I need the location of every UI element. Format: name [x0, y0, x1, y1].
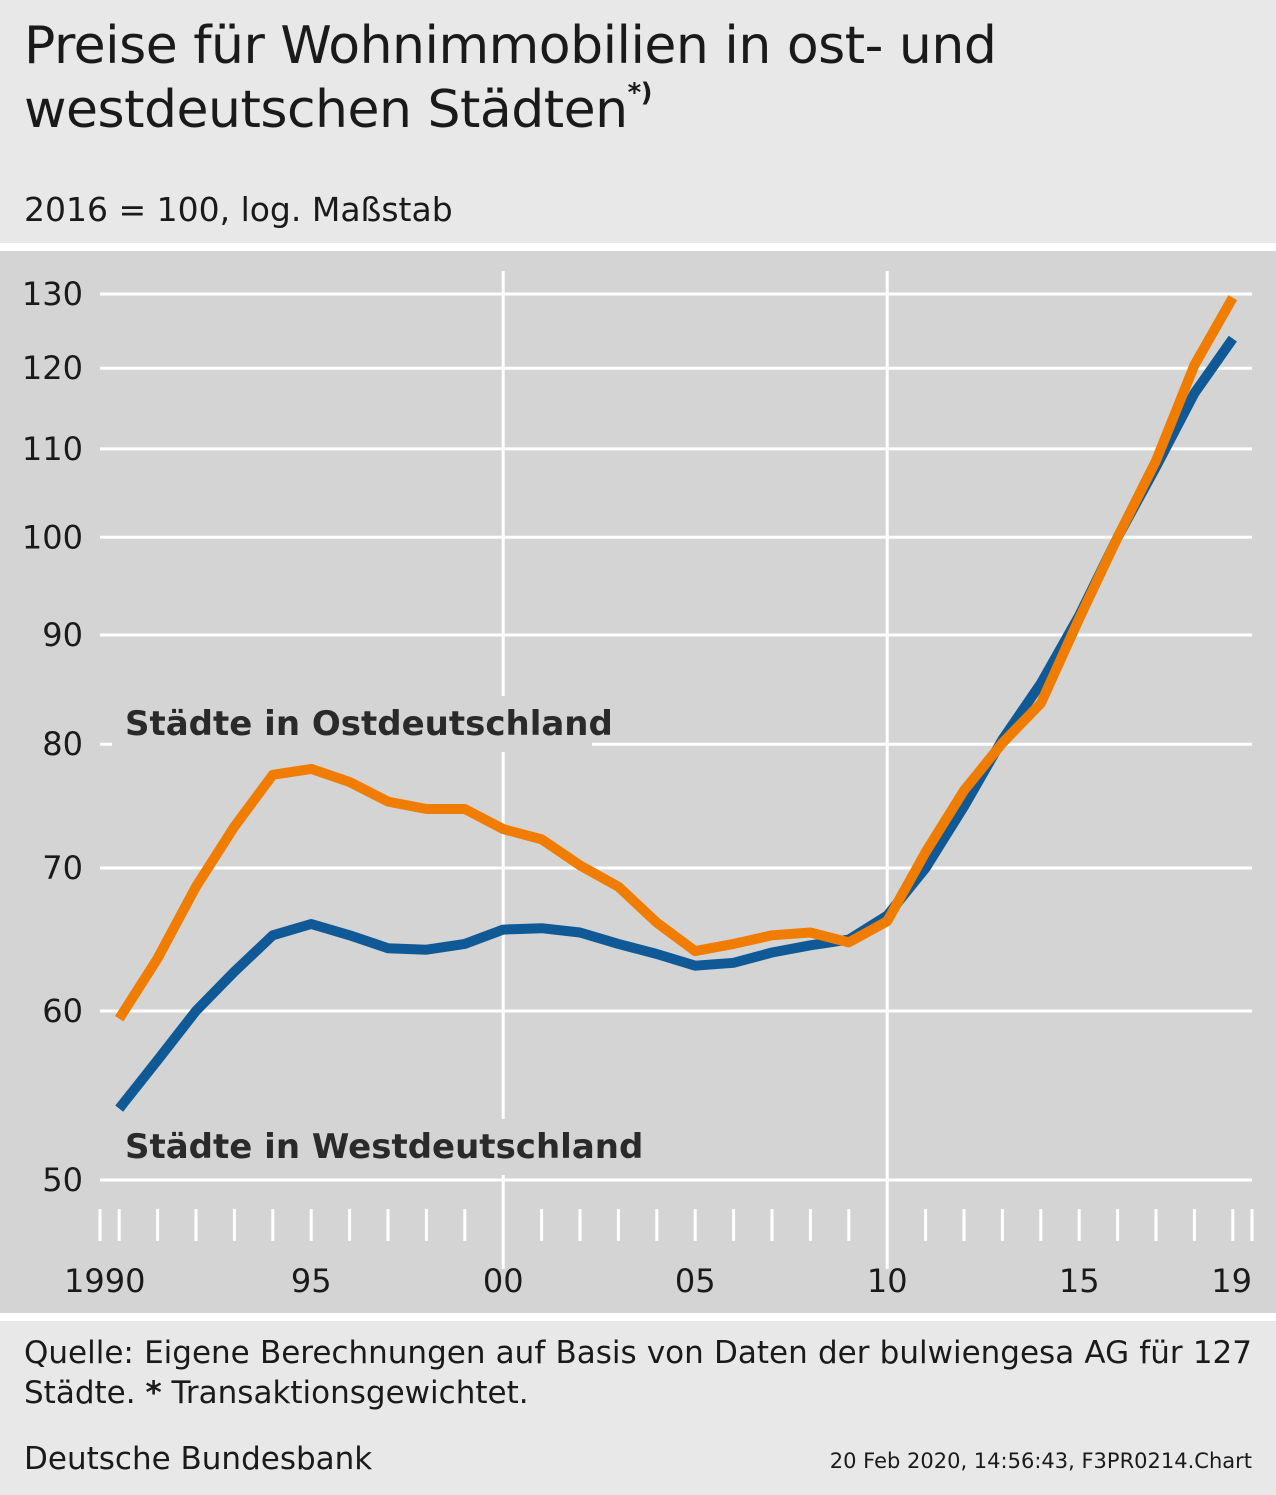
- timestamp: 20 Feb 2020, 14:56:43, F3PR0214.Chart: [829, 1449, 1252, 1473]
- chart-footer: Quelle: Eigene Berechnungen auf Basis vo…: [0, 1321, 1276, 1495]
- footer-divider: [0, 1313, 1276, 1321]
- title-footnote-mark: *): [627, 78, 653, 108]
- chart-header: Preise für Wohnimmobilien in ost- und we…: [0, 0, 1276, 243]
- y-tick-label-100: 100: [22, 518, 83, 556]
- label-knockouts: [112, 696, 622, 1175]
- line-chart: 50 60 70 80 90 100 110 120 130 1990 95 00 05 10 15 19 S…: [22, 271, 1254, 1300]
- series-label-west: Städte in Westdeutschland: [125, 1127, 643, 1167]
- x-tick-label-1990: 1990: [64, 1262, 145, 1300]
- axes: 50 60 70 80 90 100 110 120 130 1990 95 00 05 10 15 19: [22, 275, 1254, 1300]
- series-lines: [114, 295, 1238, 1112]
- header-divider: [0, 243, 1276, 251]
- label-knockout-west: [112, 1119, 622, 1175]
- x-tick-label-00: 00: [483, 1262, 524, 1300]
- x-tick-label-05: 05: [675, 1262, 716, 1300]
- series-labels: Städte in Ostdeutschland Städte in Westde…: [125, 704, 643, 1167]
- source-note: Quelle: Eigene Berechnungen auf Basis vo…: [24, 1333, 1252, 1413]
- y-tick-label-80: 80: [42, 725, 83, 763]
- y-tick-label-60: 60: [42, 992, 83, 1030]
- footnote-mark: *: [145, 1375, 162, 1411]
- y-tick-label-50: 50: [42, 1161, 83, 1199]
- label-knockout-ost: [112, 696, 592, 752]
- y-tick-label-130: 130: [22, 275, 83, 313]
- footnote-text: Transaktionsgewichtet.: [171, 1375, 529, 1411]
- x-tick-label-95: 95: [291, 1262, 332, 1300]
- x-tick-label-15: 15: [1059, 1262, 1100, 1300]
- chart-subtitle: 2016 = 100, log. Maßstab: [24, 190, 453, 229]
- series-line-west: [115, 335, 1237, 1112]
- chart-title: Preise für Wohnimmobilien in ost- und we…: [24, 14, 1254, 142]
- series-line-ost: [114, 295, 1238, 1022]
- series-label-ost: Städte in Ostdeutschland: [125, 704, 613, 744]
- publisher: Deutsche Bundesbank: [24, 1441, 373, 1477]
- y-tick-label-70: 70: [42, 849, 83, 887]
- y-tick-label-120: 120: [22, 349, 83, 387]
- chart-area: 50 60 70 80 90 100 110 120 130 1990 95 00 05 10 15 19 S…: [0, 251, 1276, 1313]
- source-text: Quelle: Eigene Berechnungen auf Basis vo…: [24, 1335, 1252, 1411]
- x-tick-label-19: 19: [1211, 1262, 1252, 1300]
- y-tick-label-110: 110: [22, 430, 83, 468]
- grid-lines: [100, 271, 1252, 1269]
- chart-title-text: Preise für Wohnimmobilien in ost- und we…: [24, 16, 997, 140]
- x-tick-label-10: 10: [867, 1262, 908, 1300]
- y-tick-label-90: 90: [42, 616, 83, 654]
